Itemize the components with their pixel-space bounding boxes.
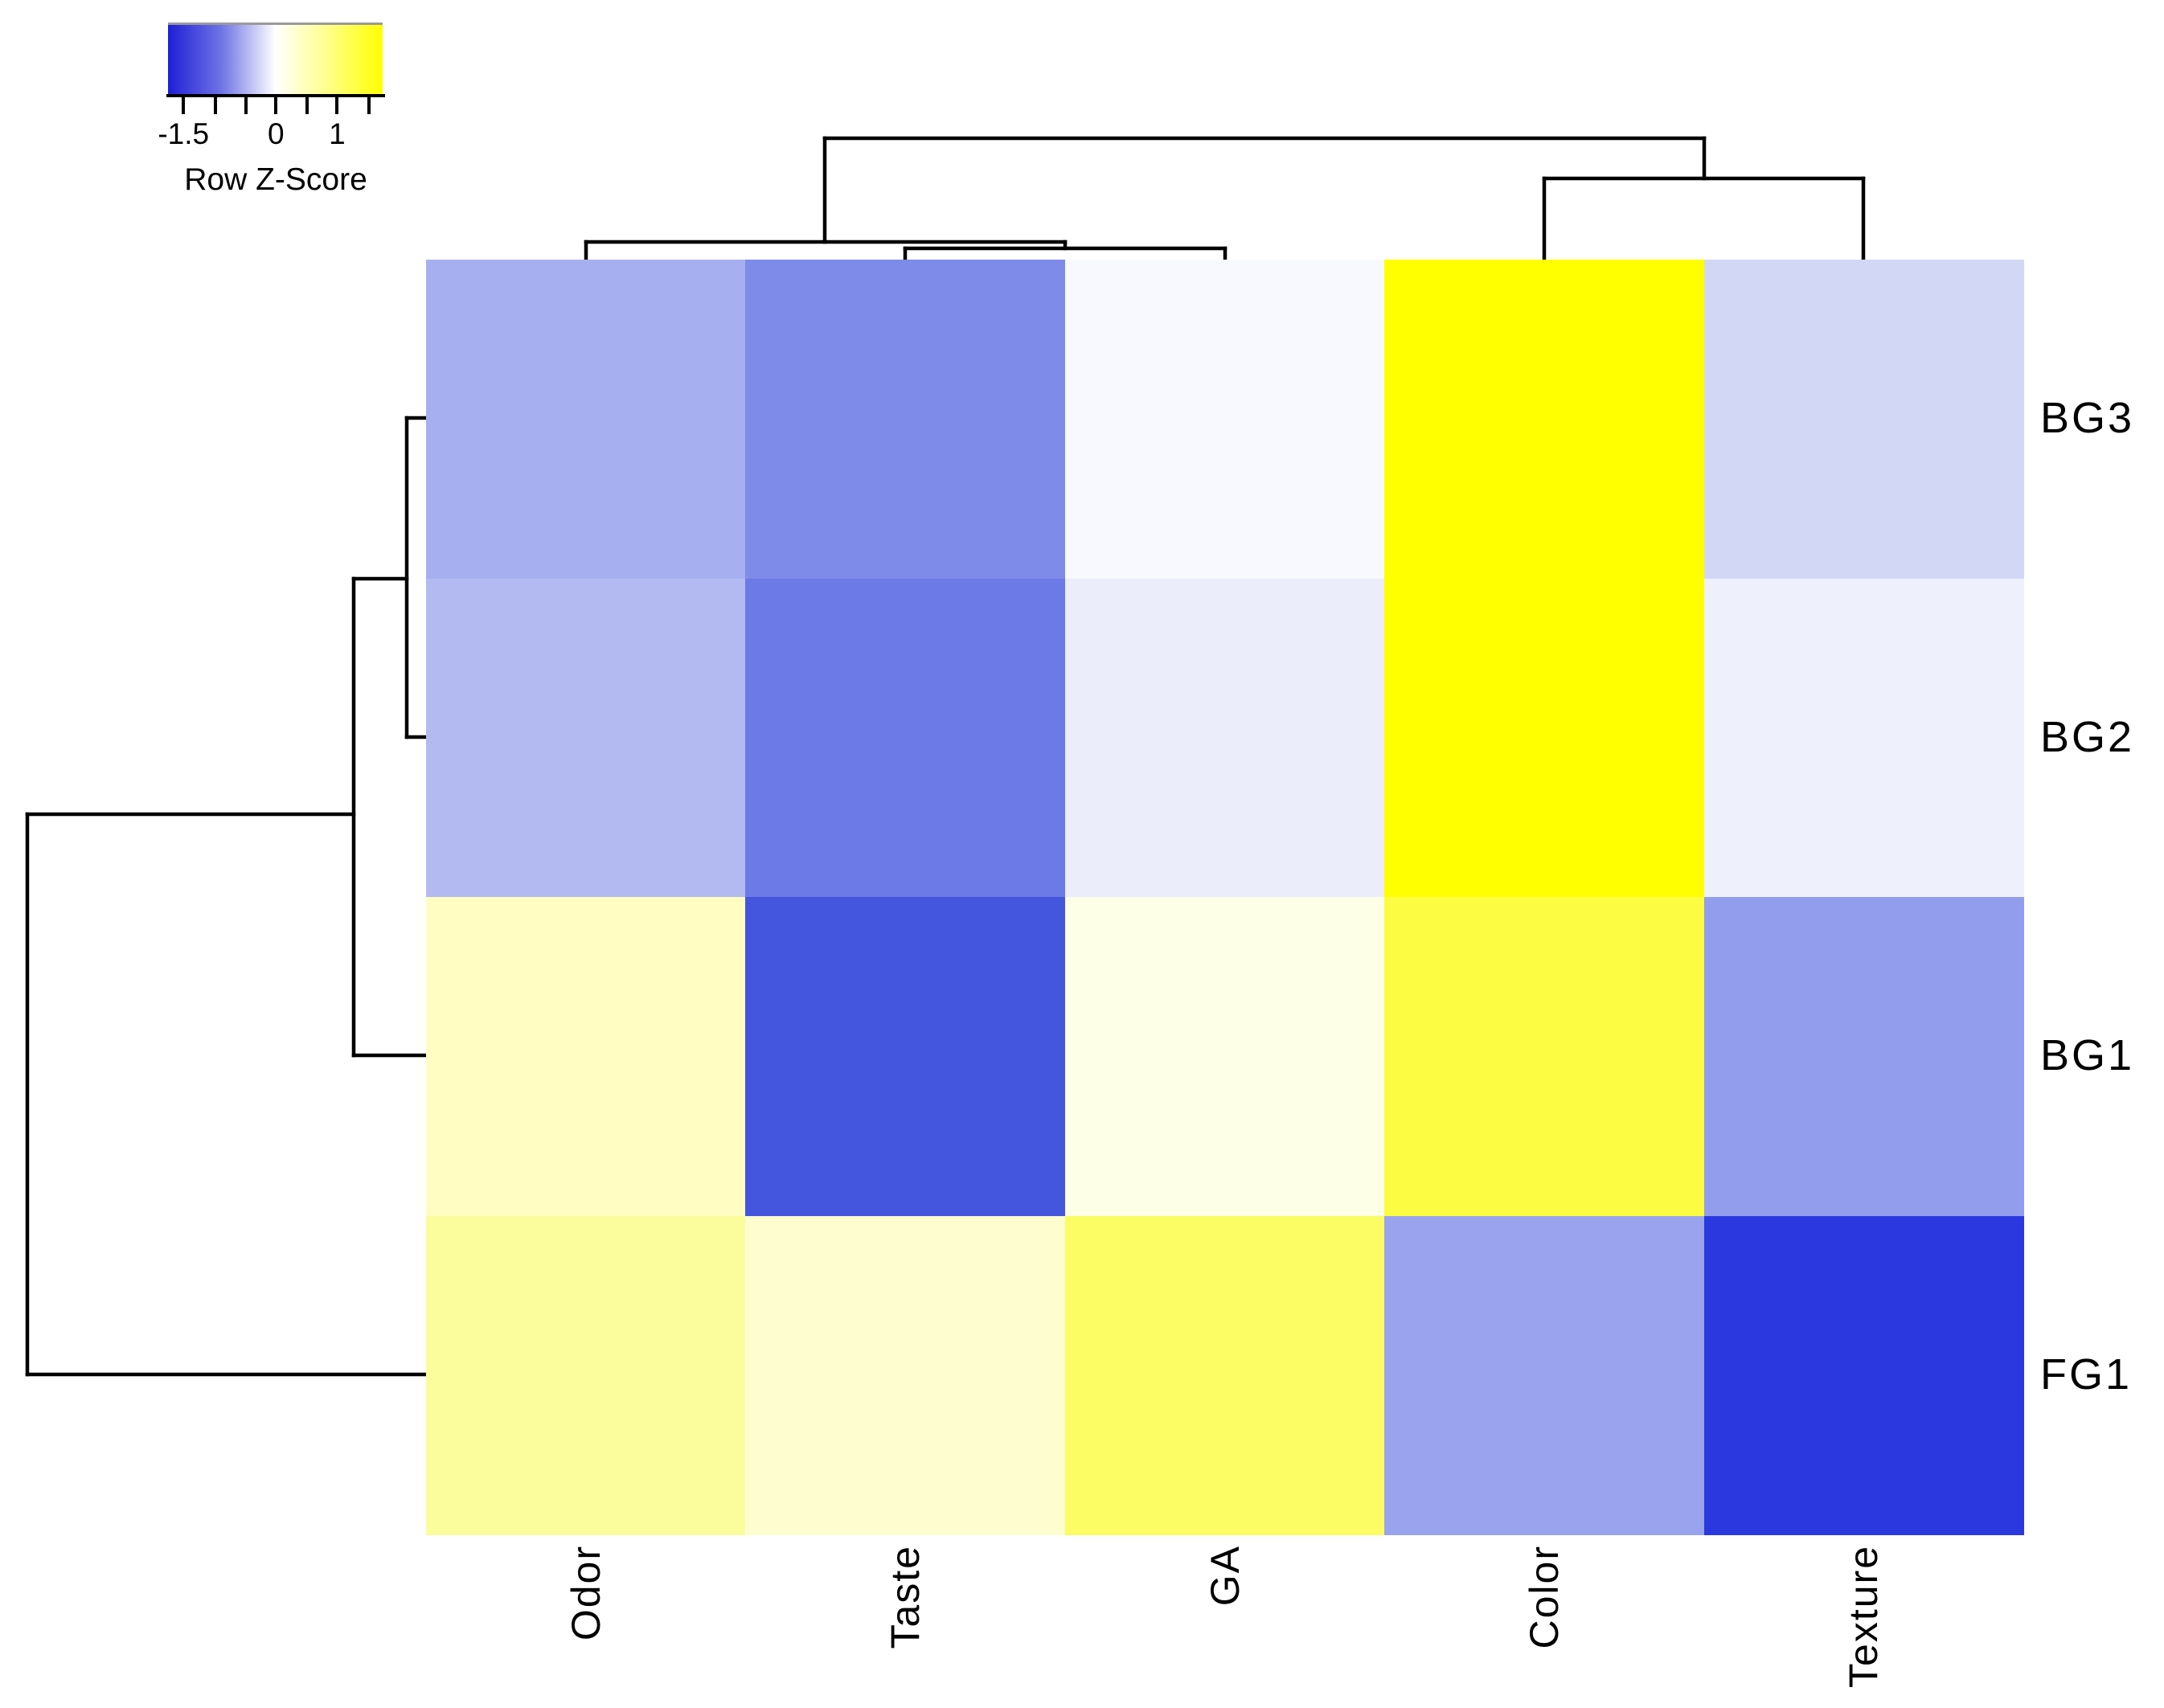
color-key-tick-label--1.5: -1.5 <box>158 117 210 150</box>
col-label-Odor: Odor <box>563 1545 609 1641</box>
color-key-gradient-bar <box>168 23 383 96</box>
color-key-tick-5 <box>335 97 339 114</box>
heatmap-cell-BG1-Color <box>1384 897 1705 1216</box>
color-key-title: Row Z-Score <box>184 162 367 197</box>
color-key: -1.5 0 1 Row Z-Score <box>0 0 450 217</box>
heatmap-cell-FG1-Color <box>1384 1215 1705 1535</box>
heatmap-cell-BG1-Odor <box>426 897 746 1216</box>
row-label-BG3: BG3 <box>2040 394 2135 443</box>
col-label-Texture: Texture <box>1841 1545 1887 1688</box>
color-key-tick-3 <box>274 97 278 114</box>
heatmap-cell-FG1-Texture <box>1703 1215 2024 1535</box>
heatmap-cell-BG3-Taste <box>745 260 1066 579</box>
heatmap-cell-FG1-GA <box>1064 1215 1385 1535</box>
color-key-axis-line <box>166 94 385 97</box>
heatmap-cell-BG2-Color <box>1384 578 1705 898</box>
row-label-FG1: FG1 <box>2040 1350 2133 1399</box>
heatmap-cell-BG1-GA <box>1064 897 1385 1216</box>
heatmap-cell-BG1-Taste <box>745 897 1066 1216</box>
color-key-tick-2 <box>244 97 248 114</box>
row-label-BG2: BG2 <box>2040 712 2135 761</box>
heatmap-cell-BG1-Texture <box>1703 897 2024 1216</box>
heatmap-cell-BG2-Taste <box>745 578 1066 898</box>
color-key-tick-4 <box>305 97 309 114</box>
color-key-tick-0 <box>182 97 186 114</box>
heatmap-cell-BG3-Color <box>1384 260 1705 579</box>
heatmap-cell-BG2-Odor <box>426 578 746 898</box>
color-key-tick-label-1: 1 <box>329 117 346 150</box>
col-label-Taste: Taste <box>883 1545 928 1649</box>
color-key-tick-label-0: 0 <box>268 117 285 150</box>
row-label-BG1: BG1 <box>2040 1031 2135 1080</box>
heatmap-cell-FG1-Taste <box>745 1215 1066 1535</box>
color-key-tick-1 <box>214 97 218 114</box>
heatmap-cell-BG3-GA <box>1064 260 1385 579</box>
col-label-Color: Color <box>1521 1545 1567 1649</box>
heatmap-cell-BG3-Odor <box>426 260 746 579</box>
heatmap-cell-BG3-Texture <box>1703 260 2024 579</box>
heatmap-cell-FG1-Odor <box>426 1215 746 1535</box>
heatmap-cell-BG2-Texture <box>1703 578 2024 898</box>
heatmap-cell-BG2-GA <box>1064 578 1385 898</box>
row-dendrogram <box>25 416 428 1377</box>
column-dendrogram <box>584 136 1866 263</box>
color-key-tick-6 <box>367 97 371 114</box>
col-label-GA: GA <box>1202 1545 1248 1607</box>
